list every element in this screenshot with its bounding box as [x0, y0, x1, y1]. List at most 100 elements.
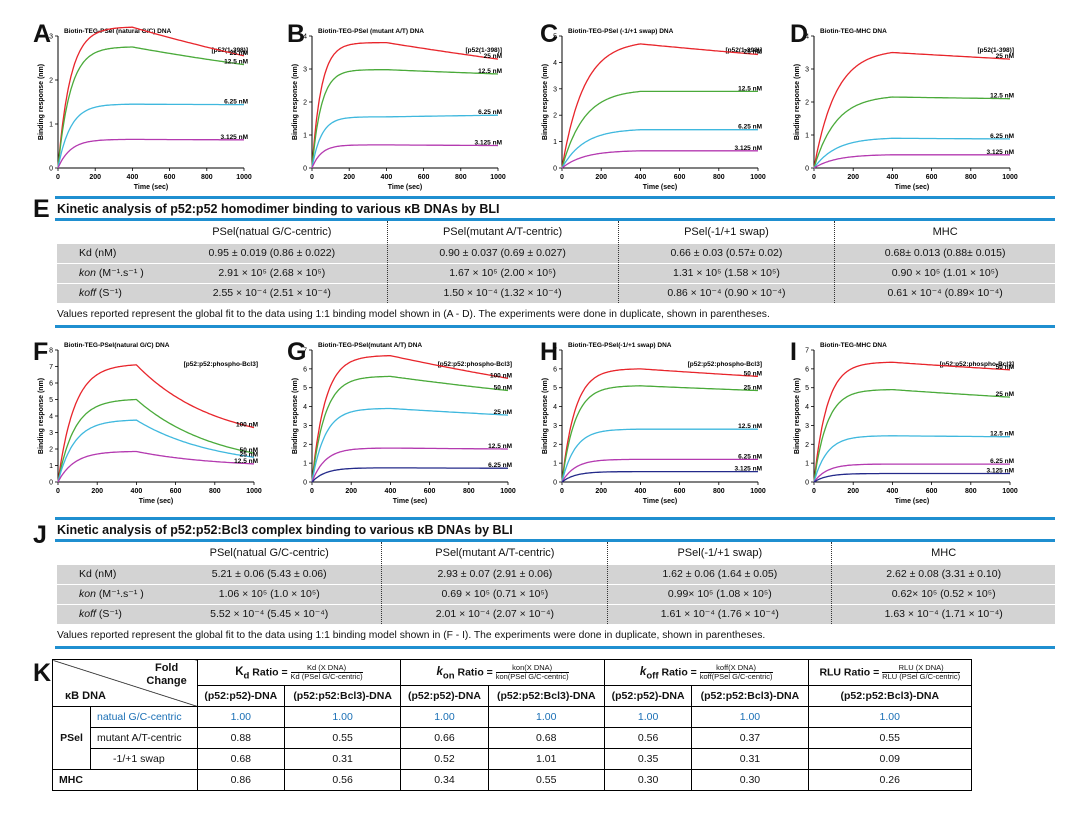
series-label: 3.125 nM — [987, 149, 1014, 156]
series-label: 6.25 nM — [738, 453, 762, 460]
series-line — [57, 419, 255, 483]
series-line — [813, 96, 1010, 169]
table-cell: 0.90 × 10⁵ (1.01 × 10⁵) — [834, 262, 1055, 283]
table-k-row-mhc: MHC 0.86 0.56 0.34 0.55 0.30 0.30 0.26 — [52, 769, 973, 791]
x-tick-label: 0 — [56, 174, 60, 181]
panel-letter-h: H — [540, 338, 559, 366]
y-axis-title: Binding response (nm) — [292, 64, 299, 140]
y-axis-title: Binding response (nm) — [292, 378, 299, 454]
series-line — [561, 90, 758, 169]
table-cell: 0.30 — [691, 769, 809, 791]
x-tick-label: 1000 — [750, 174, 766, 181]
table-j-row-koff: koff (S⁻¹) 5.52 × 10⁻⁴ (5.45 × 10⁻⁴) 2.0… — [57, 603, 1055, 624]
series-line — [57, 46, 245, 169]
table-cell: 0.88 — [196, 727, 286, 749]
table-e-col-head: PSel(-1/+1 swap) — [617, 221, 835, 243]
y-tick-label: 3 — [553, 86, 557, 93]
series-label: 100 nM — [236, 422, 258, 429]
y-tick-label: 3 — [49, 430, 53, 437]
table-cell: 0.90 ± 0.037 (0.69 ± 0.027) — [386, 242, 619, 263]
x-tick-label: 1000 — [1002, 174, 1018, 181]
kon-ratio-header: kon Ratio = kon(X DNA) kon(PSel G/C-centr… — [400, 659, 605, 686]
series-line — [311, 355, 509, 483]
param-label: koff — [79, 287, 96, 300]
y-tick-label: 1 — [805, 133, 809, 140]
y-tick-label: 0 — [805, 166, 809, 173]
table-j-corner — [57, 542, 157, 564]
row-label: koff (S⁻¹) — [57, 603, 157, 624]
table-cell: 0.68 — [196, 748, 286, 770]
series-line — [57, 26, 245, 169]
param-label: kon — [79, 267, 96, 279]
table-cell: 0.31 — [283, 748, 402, 770]
table-k-row-gc: PSel natual G/C-centric 1.00 1.00 1.00 1… — [52, 706, 973, 770]
series-label: 25 nM — [744, 48, 762, 55]
table-cell: 0.61 × 10⁻⁴ (0.89× 10⁻⁴) — [834, 282, 1055, 303]
series-line — [813, 361, 1011, 483]
table-j-col-head: PSel(mutant A/T-centric) — [381, 542, 608, 564]
table-j-col-head: MHC — [831, 542, 1055, 564]
legend-title: [p52:p52:phospho-Bcl3] — [688, 361, 762, 368]
chart-title: Biotin-TEG-PSel (natural G/C) DNA — [64, 28, 172, 35]
x-tick-label: 200 — [343, 174, 355, 181]
series-line — [561, 470, 758, 483]
series-label: 3.125 nM — [987, 468, 1014, 475]
y-tick-label: 4 — [303, 34, 307, 41]
series-line — [311, 407, 509, 483]
y-axis-title: Binding response (nm) — [38, 378, 45, 454]
chart-d: Biotin-TEG-MHC DNA 0 1 2 3 4 0 200 400 600 800 1000… — [794, 28, 1018, 191]
table-j-row-kon: kon (M⁻¹.s⁻¹ ) 1.06 × 10⁵ (1.0 × 10⁵) 0.… — [57, 583, 1055, 604]
kd-ratio-header: Kd Ratio = Kd (X DNA) Kd (PSel G/C-centri… — [196, 659, 402, 686]
series-label: 3.125 nM — [475, 140, 502, 147]
koff-ratio-header: koff Ratio = koff(X DNA) koff(PSel G/C-ce… — [603, 659, 809, 686]
table-cell: 0.30 — [603, 769, 693, 791]
x-tick-label: 0 — [310, 174, 314, 181]
table-cell: 0.09 — [807, 748, 973, 770]
table-cell: 0.56 — [283, 769, 402, 791]
series-line — [561, 428, 758, 483]
table-cell: 1.00 — [196, 706, 286, 728]
legend-title: [p52(1-398)] — [212, 47, 248, 54]
series-label: 12.5 nM — [478, 68, 502, 75]
sub-header: (p52:p52)-DNA — [603, 685, 693, 707]
y-tick-label: 1 — [805, 461, 809, 468]
y-tick-label: 6 — [49, 381, 53, 388]
y-tick-label: 3 — [805, 67, 809, 74]
row-name: mutant A/T-centric — [90, 727, 198, 749]
rlu-ratio-text: RLU Ratio = — [819, 666, 880, 679]
table-e-corner — [57, 221, 157, 243]
x-tick-label: 1000 — [490, 174, 506, 181]
y-tick-label: 0 — [303, 480, 307, 487]
table-j-col-head: PSel(natual G/C-centric) — [157, 542, 382, 564]
y-tick-label: 4 — [805, 404, 809, 411]
y-tick-label: 2 — [49, 78, 53, 85]
rlu-den: RLU (PSel G/C-centric) — [882, 672, 961, 681]
y-tick-label: 1 — [303, 133, 307, 140]
table-j-footnote: Values reported represent the global fit… — [57, 630, 766, 641]
series-label: 12.5 nM — [488, 443, 512, 450]
table-cell: 1.62 ± 0.06 (1.64 ± 0.05) — [607, 563, 832, 584]
series-label: 25 nM — [230, 50, 248, 57]
x-tick-label: 400 — [887, 174, 899, 181]
x-tick-label: 800 — [463, 488, 475, 495]
panel-letter-g: G — [287, 338, 307, 366]
kd-num: Kd (X DNA) — [290, 663, 363, 673]
x-tick-label: 400 — [887, 488, 899, 495]
table-cell: 0.55 — [487, 769, 605, 791]
param-label: kon — [79, 588, 96, 600]
y-tick-label: 5 — [805, 385, 809, 392]
y-tick-label: 1 — [303, 461, 307, 468]
sub-header: (p52:p52)-DNA — [400, 685, 489, 707]
series-label: 25 nM — [996, 53, 1014, 60]
x-tick-label: 0 — [560, 174, 564, 181]
kon-ratio-text: Ratio = — [457, 666, 493, 679]
series-line — [311, 144, 499, 169]
x-tick-label: 800 — [209, 488, 221, 495]
table-cell: 0.68 — [487, 727, 605, 749]
table-cell: 1.00 — [807, 706, 973, 728]
series-label: 50 nM — [494, 385, 512, 392]
series-line — [311, 467, 508, 483]
chart-title: Biotin-TEG-PSel(-1/+1 swap) DNA — [568, 342, 672, 349]
series-label: 3.125 nM — [735, 466, 762, 473]
